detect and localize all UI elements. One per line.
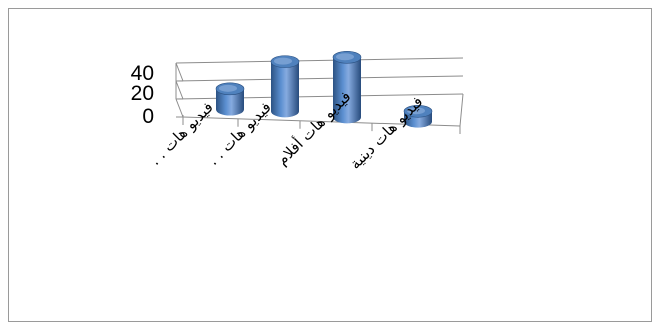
y-tick-label: 0 [142,105,154,128]
side-gridline [175,62,184,82]
bar [403,104,433,128]
bar [270,55,300,118]
bars [215,50,433,128]
side-gridline [175,80,184,100]
bar [332,50,362,124]
bar [215,82,245,116]
y-tick-label: 20 [131,82,154,105]
side-gridline [175,98,184,118]
y-tick-label: 40 [131,62,154,85]
gridline [175,57,464,64]
gridline [175,75,464,82]
